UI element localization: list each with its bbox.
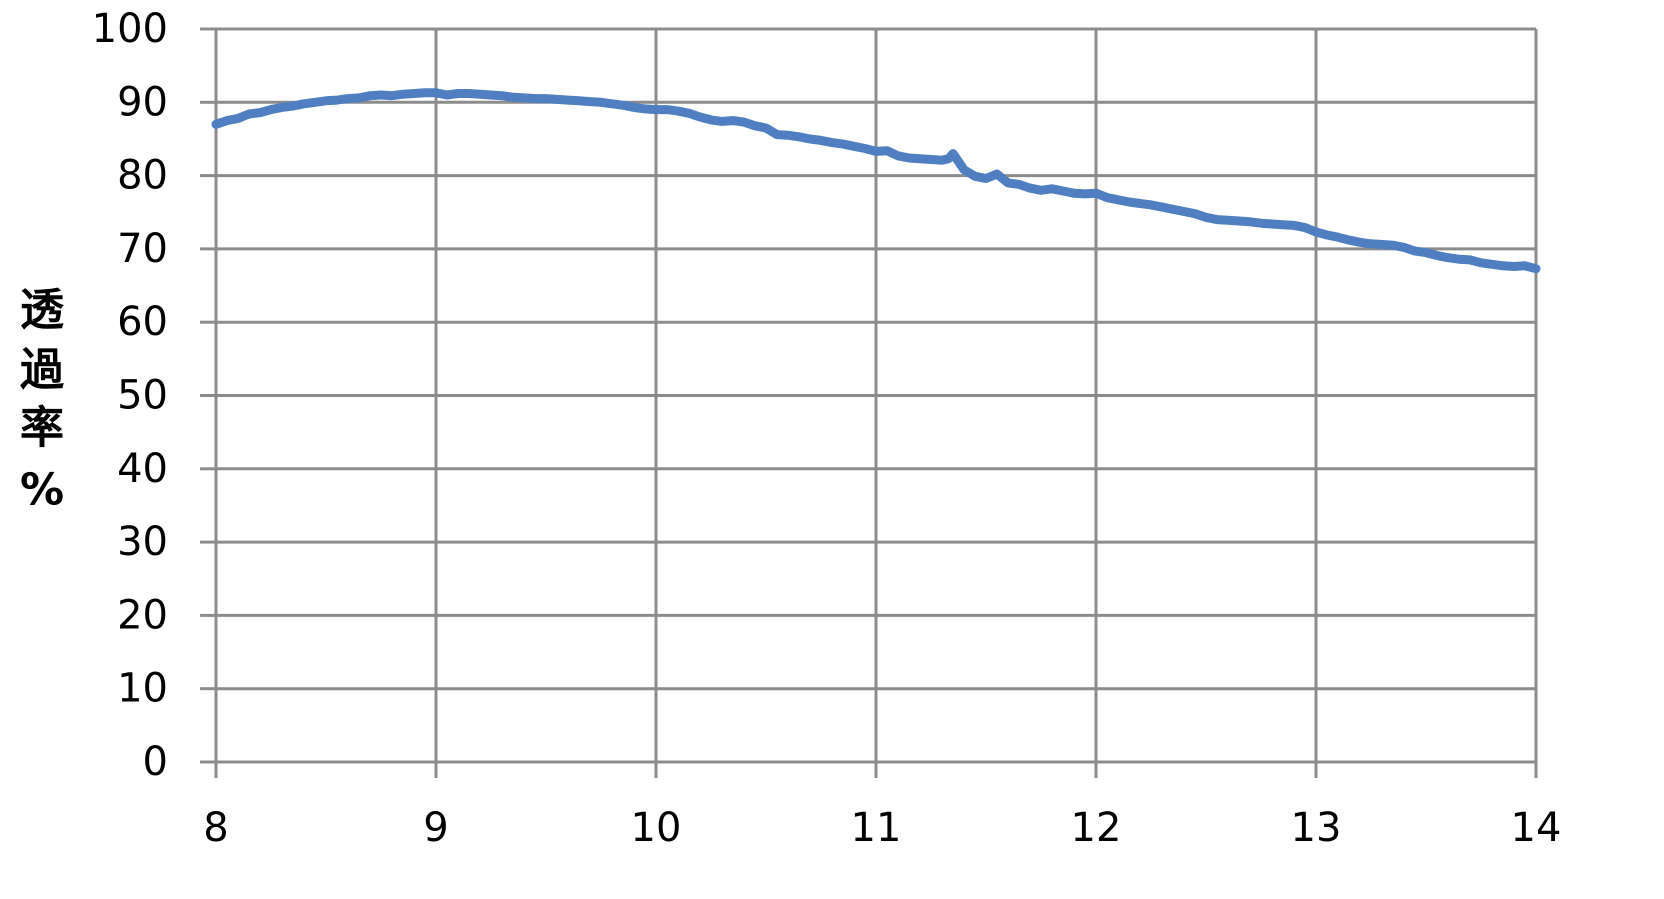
y-axis-label-char: 過 — [20, 345, 65, 396]
y-tick-label: 20 — [117, 592, 168, 638]
y-tick-label: 10 — [117, 666, 168, 712]
x-tick-label: 9 — [423, 805, 448, 851]
x-tick-label: 12 — [1071, 805, 1122, 851]
x-tick-label: 11 — [851, 805, 902, 851]
series-layer — [211, 88, 1541, 274]
y-axis-label-char: 率 — [20, 403, 64, 454]
y-tick-labels: 0 10 20 30 40 50 60 70 80 90 100 — [92, 6, 168, 785]
y-tick-label: 80 — [117, 153, 168, 199]
y-axis-label-char: % — [20, 465, 64, 516]
y-axis-label: 透過率% — [20, 285, 65, 516]
y-tick-label: 90 — [117, 79, 168, 125]
x-tick-label: 8 — [203, 805, 228, 851]
y-tick-label: 0 — [143, 739, 168, 785]
y-tick-label: 50 — [117, 373, 168, 419]
y-axis-label-char: 透 — [20, 285, 65, 336]
x-tick-label: 13 — [1291, 805, 1342, 851]
x-tick-label: 10 — [631, 805, 682, 851]
series-line — [211, 88, 1541, 274]
y-tick-label: 60 — [117, 299, 168, 345]
gridlines — [200, 27, 1538, 778]
y-tick-label: 30 — [117, 519, 168, 565]
y-tick-label: 70 — [117, 226, 168, 272]
x-tick-labels: 8 9 10 11 12 13 14 — [203, 805, 1561, 851]
x-tick-label: 14 — [1511, 805, 1562, 851]
y-tick-label: 100 — [92, 6, 168, 52]
y-tick-label: 40 — [117, 446, 168, 492]
